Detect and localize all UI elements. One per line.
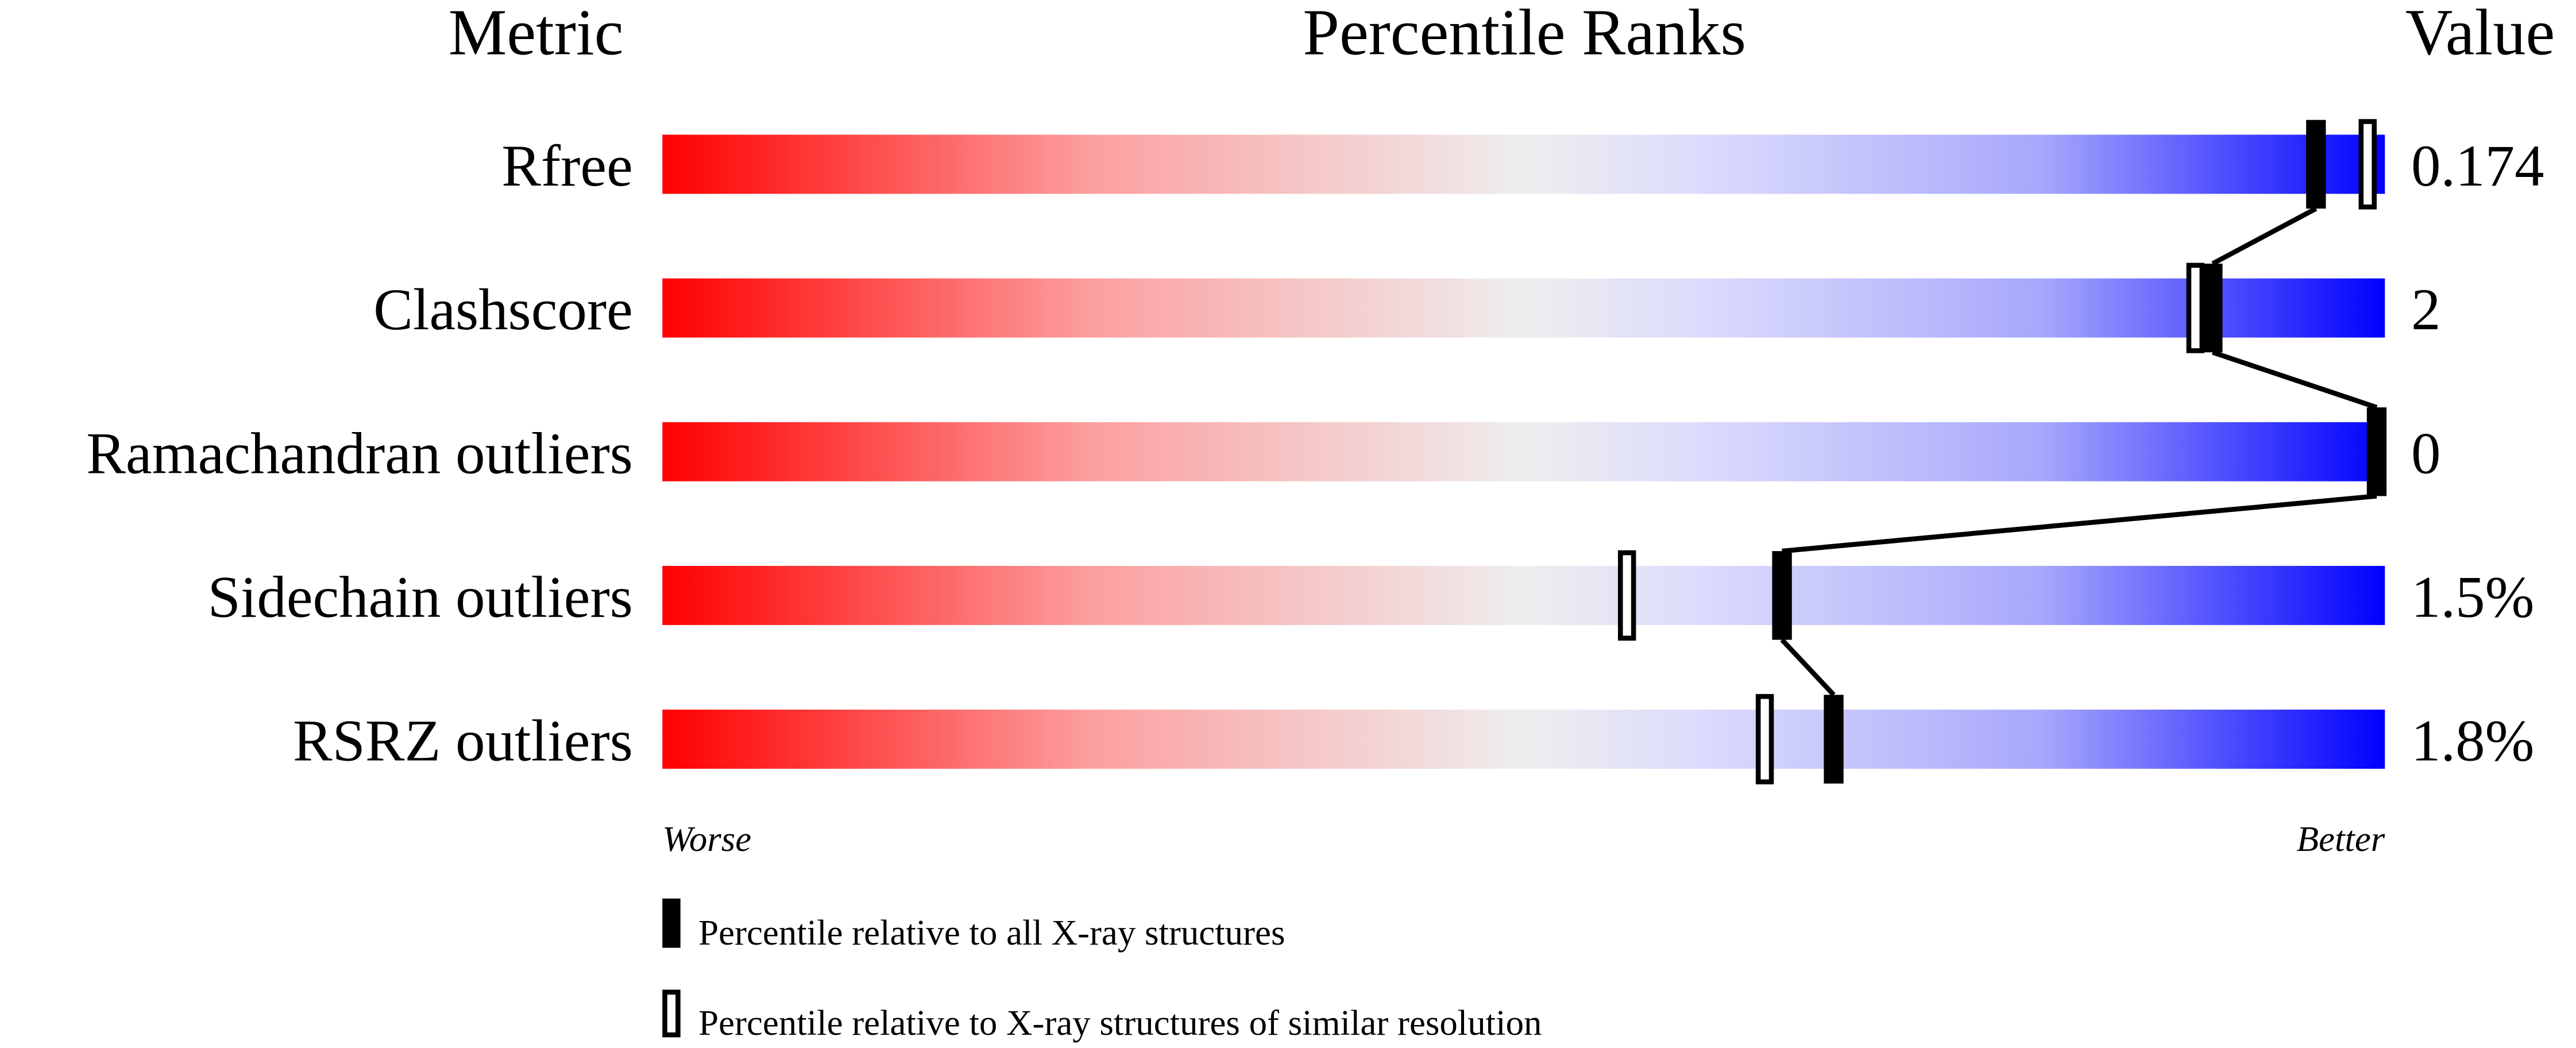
header-value: Value xyxy=(2405,0,2555,68)
axis-better-label: Better xyxy=(2297,819,2385,859)
percentile-bar xyxy=(662,134,2385,194)
header-percentile: Percentile Ranks xyxy=(1303,0,1746,68)
metric-value: 1.8% xyxy=(2411,708,2534,774)
all-structures-marker xyxy=(2366,407,2387,496)
similar-resolution-marker xyxy=(1617,550,1636,641)
connector-line xyxy=(1780,638,1836,697)
metric-label: Ramachandran outliers xyxy=(86,421,633,486)
percentile-bar xyxy=(662,565,2385,625)
percentile-bar xyxy=(662,422,2385,481)
percentile-bar xyxy=(662,278,2385,338)
percentile-bar xyxy=(662,710,2385,769)
legend-open-marker xyxy=(662,989,681,1038)
axis-worse-label: Worse xyxy=(662,819,751,859)
metric-label: Clashscore xyxy=(373,277,633,342)
connector-line xyxy=(2211,206,2318,266)
all-structures-marker xyxy=(2306,120,2326,209)
all-structures-marker xyxy=(1824,695,1844,784)
metric-value: 0.174 xyxy=(2411,133,2544,199)
legend-open-label: Percentile relative to X-ray structures … xyxy=(698,1003,1542,1043)
similar-resolution-marker xyxy=(2186,263,2205,353)
all-structures-marker xyxy=(1772,551,1792,640)
legend-filled-marker xyxy=(662,898,681,948)
connector-line xyxy=(2212,350,2378,410)
metric-label: Sidechain outliers xyxy=(208,565,633,630)
metric-value: 2 xyxy=(2411,277,2440,342)
all-structures-marker xyxy=(2203,263,2223,353)
header-metric: Metric xyxy=(449,0,624,68)
metric-label: Rfree xyxy=(501,133,633,199)
similar-resolution-marker xyxy=(1755,693,1774,785)
legend-filled-label: Percentile relative to all X-ray structu… xyxy=(698,912,1285,953)
metric-value: 1.5% xyxy=(2411,565,2534,630)
metric-label: RSRZ outliers xyxy=(293,708,633,774)
similar-resolution-marker xyxy=(2358,119,2377,210)
metric-value: 0 xyxy=(2411,421,2440,486)
connector-line xyxy=(1782,494,2377,554)
